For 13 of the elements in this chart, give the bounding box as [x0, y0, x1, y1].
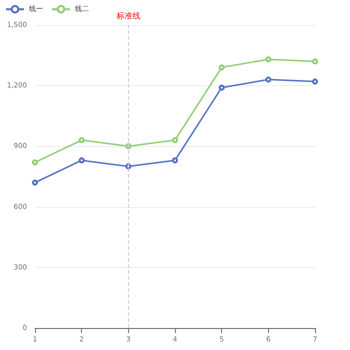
point — [312, 58, 318, 64]
point — [172, 157, 178, 164]
point — [218, 64, 225, 70]
point — [78, 137, 85, 144]
point — [265, 56, 272, 62]
point — [265, 76, 272, 83]
ref-line-label: 标准线 — [115, 12, 140, 20]
point — [32, 159, 38, 166]
point — [218, 84, 225, 91]
point — [78, 157, 85, 164]
point — [172, 137, 178, 144]
point — [32, 180, 38, 186]
point — [312, 78, 318, 85]
